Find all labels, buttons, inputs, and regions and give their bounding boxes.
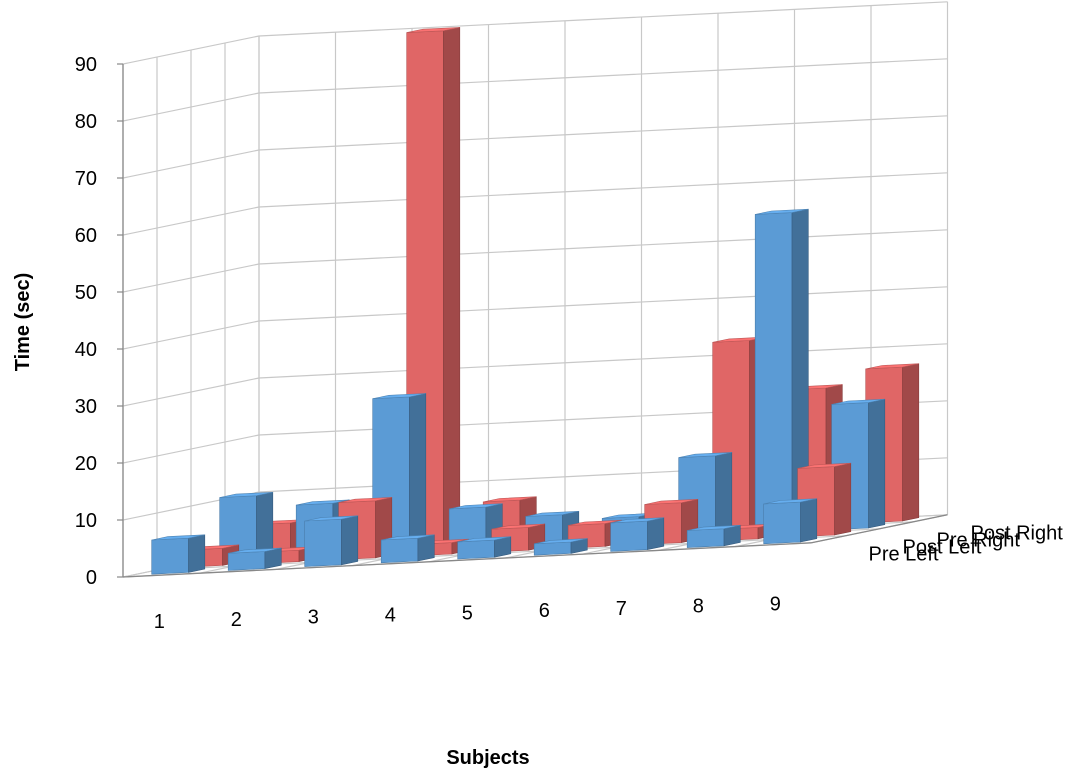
series-label: Pre Right [937,529,1021,551]
bar [754,208,809,534]
bar-top-face [797,462,851,469]
x-tick-label: 9 [770,594,781,616]
bar-top-face [755,208,809,215]
bar-top-face [610,517,664,524]
bar-top-face [678,452,732,458]
bar [457,536,512,560]
bar [227,547,282,571]
bar-side-face [417,534,435,562]
bar-top-face [457,536,511,543]
bar-side-face [834,462,852,536]
y-tick-label: 30 [75,396,97,418]
x-tick-label: 8 [693,596,704,618]
bar-top-face [644,499,698,505]
gridline [122,172,948,236]
depth-axis-line [811,514,948,544]
y-tick-label: 60 [75,225,97,247]
bar-front-face [763,501,801,545]
y-tick-label: 80 [75,111,97,133]
y-tick-label: 50 [75,282,97,304]
x-axis-line [122,542,812,578]
gridline [122,1,948,65]
y-tick-label: 10 [75,510,97,532]
bar-top-face [763,498,817,505]
gridline [122,115,948,179]
bar [151,534,206,575]
x-tick-label: 7 [616,598,627,620]
bar-side-face [443,27,461,545]
gridline [122,229,948,293]
series-label: Pre Left [869,543,939,565]
x-tick-label: 5 [462,602,473,624]
x-tick-label: 6 [539,600,550,622]
bar-top-face [228,547,282,554]
bar-side-face [341,515,359,566]
x-tick-labels: 1 2 3 4 5 6 7 8 9 [154,594,781,634]
series-label: Post Right [971,522,1064,544]
series-label: Post Left [903,536,982,558]
bar-front-face [754,212,793,534]
bar [304,515,359,567]
bar-top-face [568,519,622,526]
bar-top-face [831,398,885,405]
bar-top-face [449,503,503,510]
bar-top-face [338,497,392,503]
bar-side-face [188,534,206,573]
bar-top-face [296,499,350,506]
bar-front-face [457,539,495,560]
bar-top-face [381,534,435,541]
bar-front-face [380,537,419,564]
bar [610,517,665,552]
bar-side-face [902,363,920,522]
bar [380,534,435,564]
y-tick-label: 0 [86,567,97,589]
bar-side-face [647,517,665,550]
y-tick-label: 40 [75,339,97,361]
bar-top-face [219,492,273,498]
bar-side-face [409,393,427,552]
bar-top-face [865,363,919,370]
y-tick-label: 70 [75,168,97,190]
bar [686,524,741,548]
bar-side-face [868,398,886,529]
bar-top-face [534,538,588,545]
y-axis-title: Time (sec) [12,273,34,372]
bar-side-face [800,498,818,543]
bar-top-face [491,523,545,530]
x-tick-label: 4 [385,605,396,627]
bar-top-face [372,393,426,399]
x-axis-title: Subjects [446,747,529,769]
y-tick-label: 20 [75,453,97,475]
bar [533,538,588,556]
bar [219,491,274,561]
y-tick-labels: 0 10 20 30 40 50 60 70 80 90 [75,54,123,589]
bar-top-face [304,515,358,522]
bar-top-face [483,496,537,503]
bar-top-face [687,525,741,531]
bar-front-face [227,551,266,571]
bar-top-face [525,511,579,517]
x-tick-label: 3 [308,607,319,629]
bar-front-face [686,528,725,548]
bar-top-face [151,534,205,541]
bar-front-face [610,520,648,552]
bar [763,498,818,545]
gridline [122,286,948,350]
y-tick-label: 90 [75,54,97,76]
x-tick-label: 2 [231,609,242,631]
gridline [122,58,948,122]
bar-front-face [533,541,572,556]
chart-bars [151,27,920,575]
bar-top-face [406,27,460,33]
x-tick-label: 1 [154,611,165,633]
bar-side-face [715,452,733,536]
bar-front-face [304,518,342,567]
bar-front-face [151,537,189,575]
